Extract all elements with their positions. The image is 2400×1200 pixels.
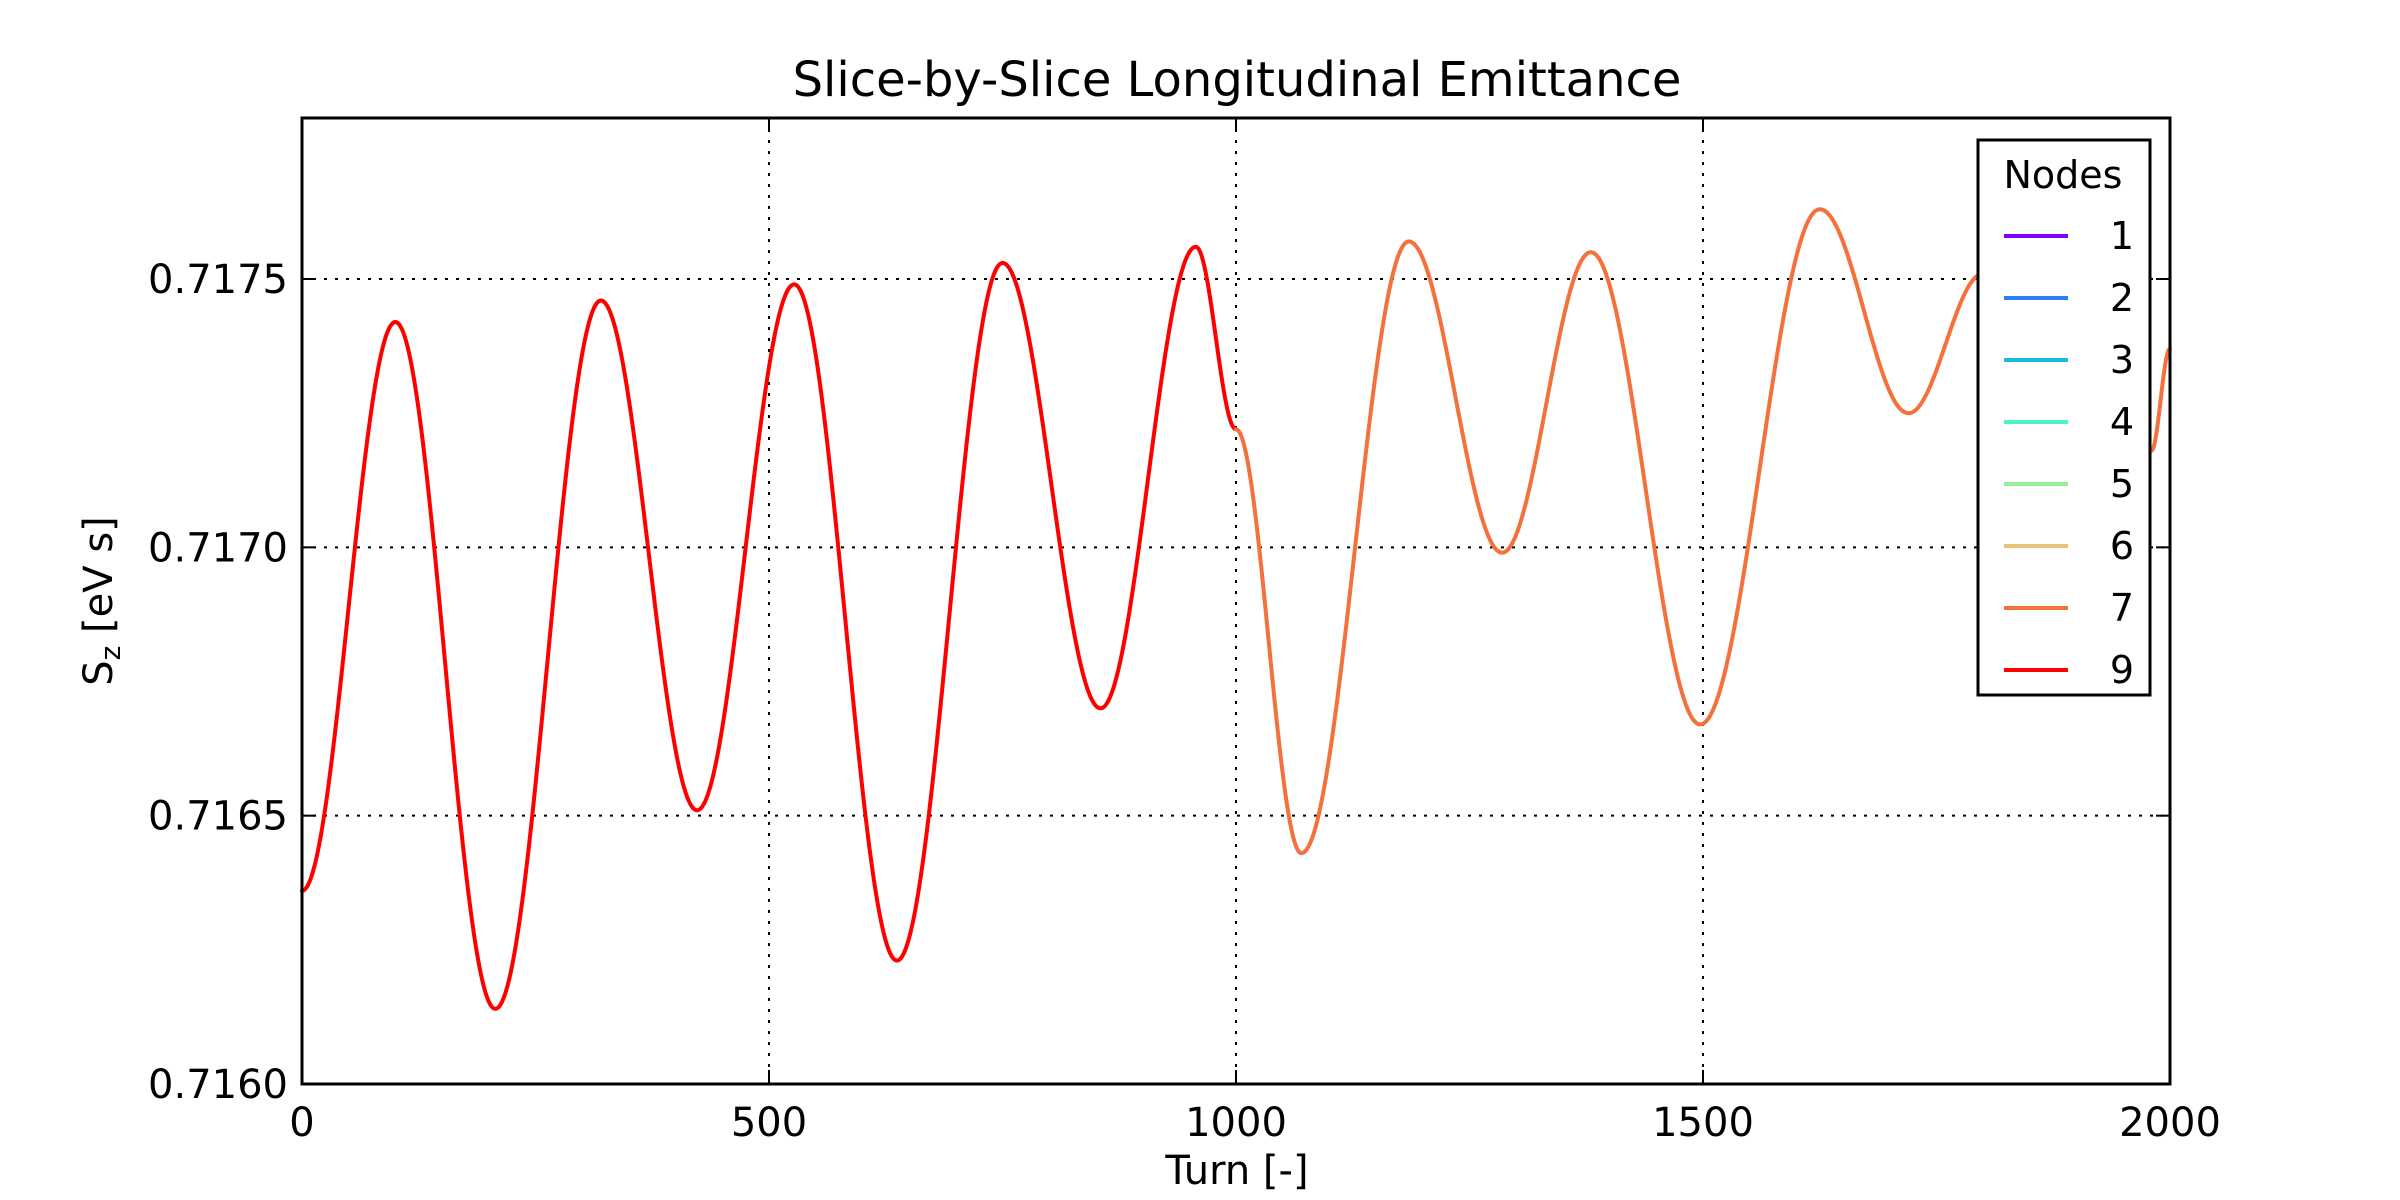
x-tick-label: 0 [289, 1100, 314, 1146]
series-line-9 [300, 244, 1238, 1011]
legend-box [1976, 138, 2152, 697]
x-tick-label: 1000 [1185, 1100, 1287, 1146]
y-axis-label-main: S [76, 660, 122, 685]
y-axis-label: Sz [eV s] [76, 516, 127, 686]
grid [302, 118, 2170, 1084]
legend-label-4: 4 [2110, 400, 2134, 444]
y-tick-label: 0.7165 [148, 794, 288, 840]
legend-label-2: 2 [2110, 276, 2134, 320]
chart-title: Slice-by-Slice Longitudinal Emittance [793, 52, 1682, 108]
legend-label-5: 5 [2110, 462, 2134, 506]
y-axis-label-subscript: z [94, 646, 127, 661]
x-axis-label: Turn [-] [1164, 1148, 1308, 1194]
legend-label-7: 7 [2110, 586, 2134, 630]
legend-entries: 1 2 3 4 5 6 7 9 [2004, 214, 2134, 692]
x-tick-labels: 0 500 1000 1500 2000 [289, 1100, 2221, 1146]
legend-label-1: 1 [2110, 214, 2134, 258]
x-tick-label: 1500 [1652, 1100, 1754, 1146]
legend-title: Nodes [2004, 153, 2123, 197]
x-tick-label: 500 [731, 1100, 807, 1146]
y-tick-label: 0.7170 [148, 525, 288, 571]
legend: Nodes 1 2 3 4 5 6 7 9 [1976, 138, 2152, 697]
y-tick-labels: 0.7160 0.7165 0.7170 0.7175 [148, 257, 288, 1108]
y-axis-label-unit: [eV s] [76, 516, 122, 645]
legend-label-6: 6 [2110, 524, 2134, 568]
x-tick-label: 2000 [2119, 1100, 2221, 1146]
legend-label-9: 9 [2110, 648, 2134, 692]
y-tick-label: 0.7175 [148, 257, 288, 303]
plot-frame [300, 116, 2172, 1086]
y-tick-label: 0.7160 [148, 1062, 288, 1108]
legend-label-3: 3 [2110, 338, 2134, 382]
